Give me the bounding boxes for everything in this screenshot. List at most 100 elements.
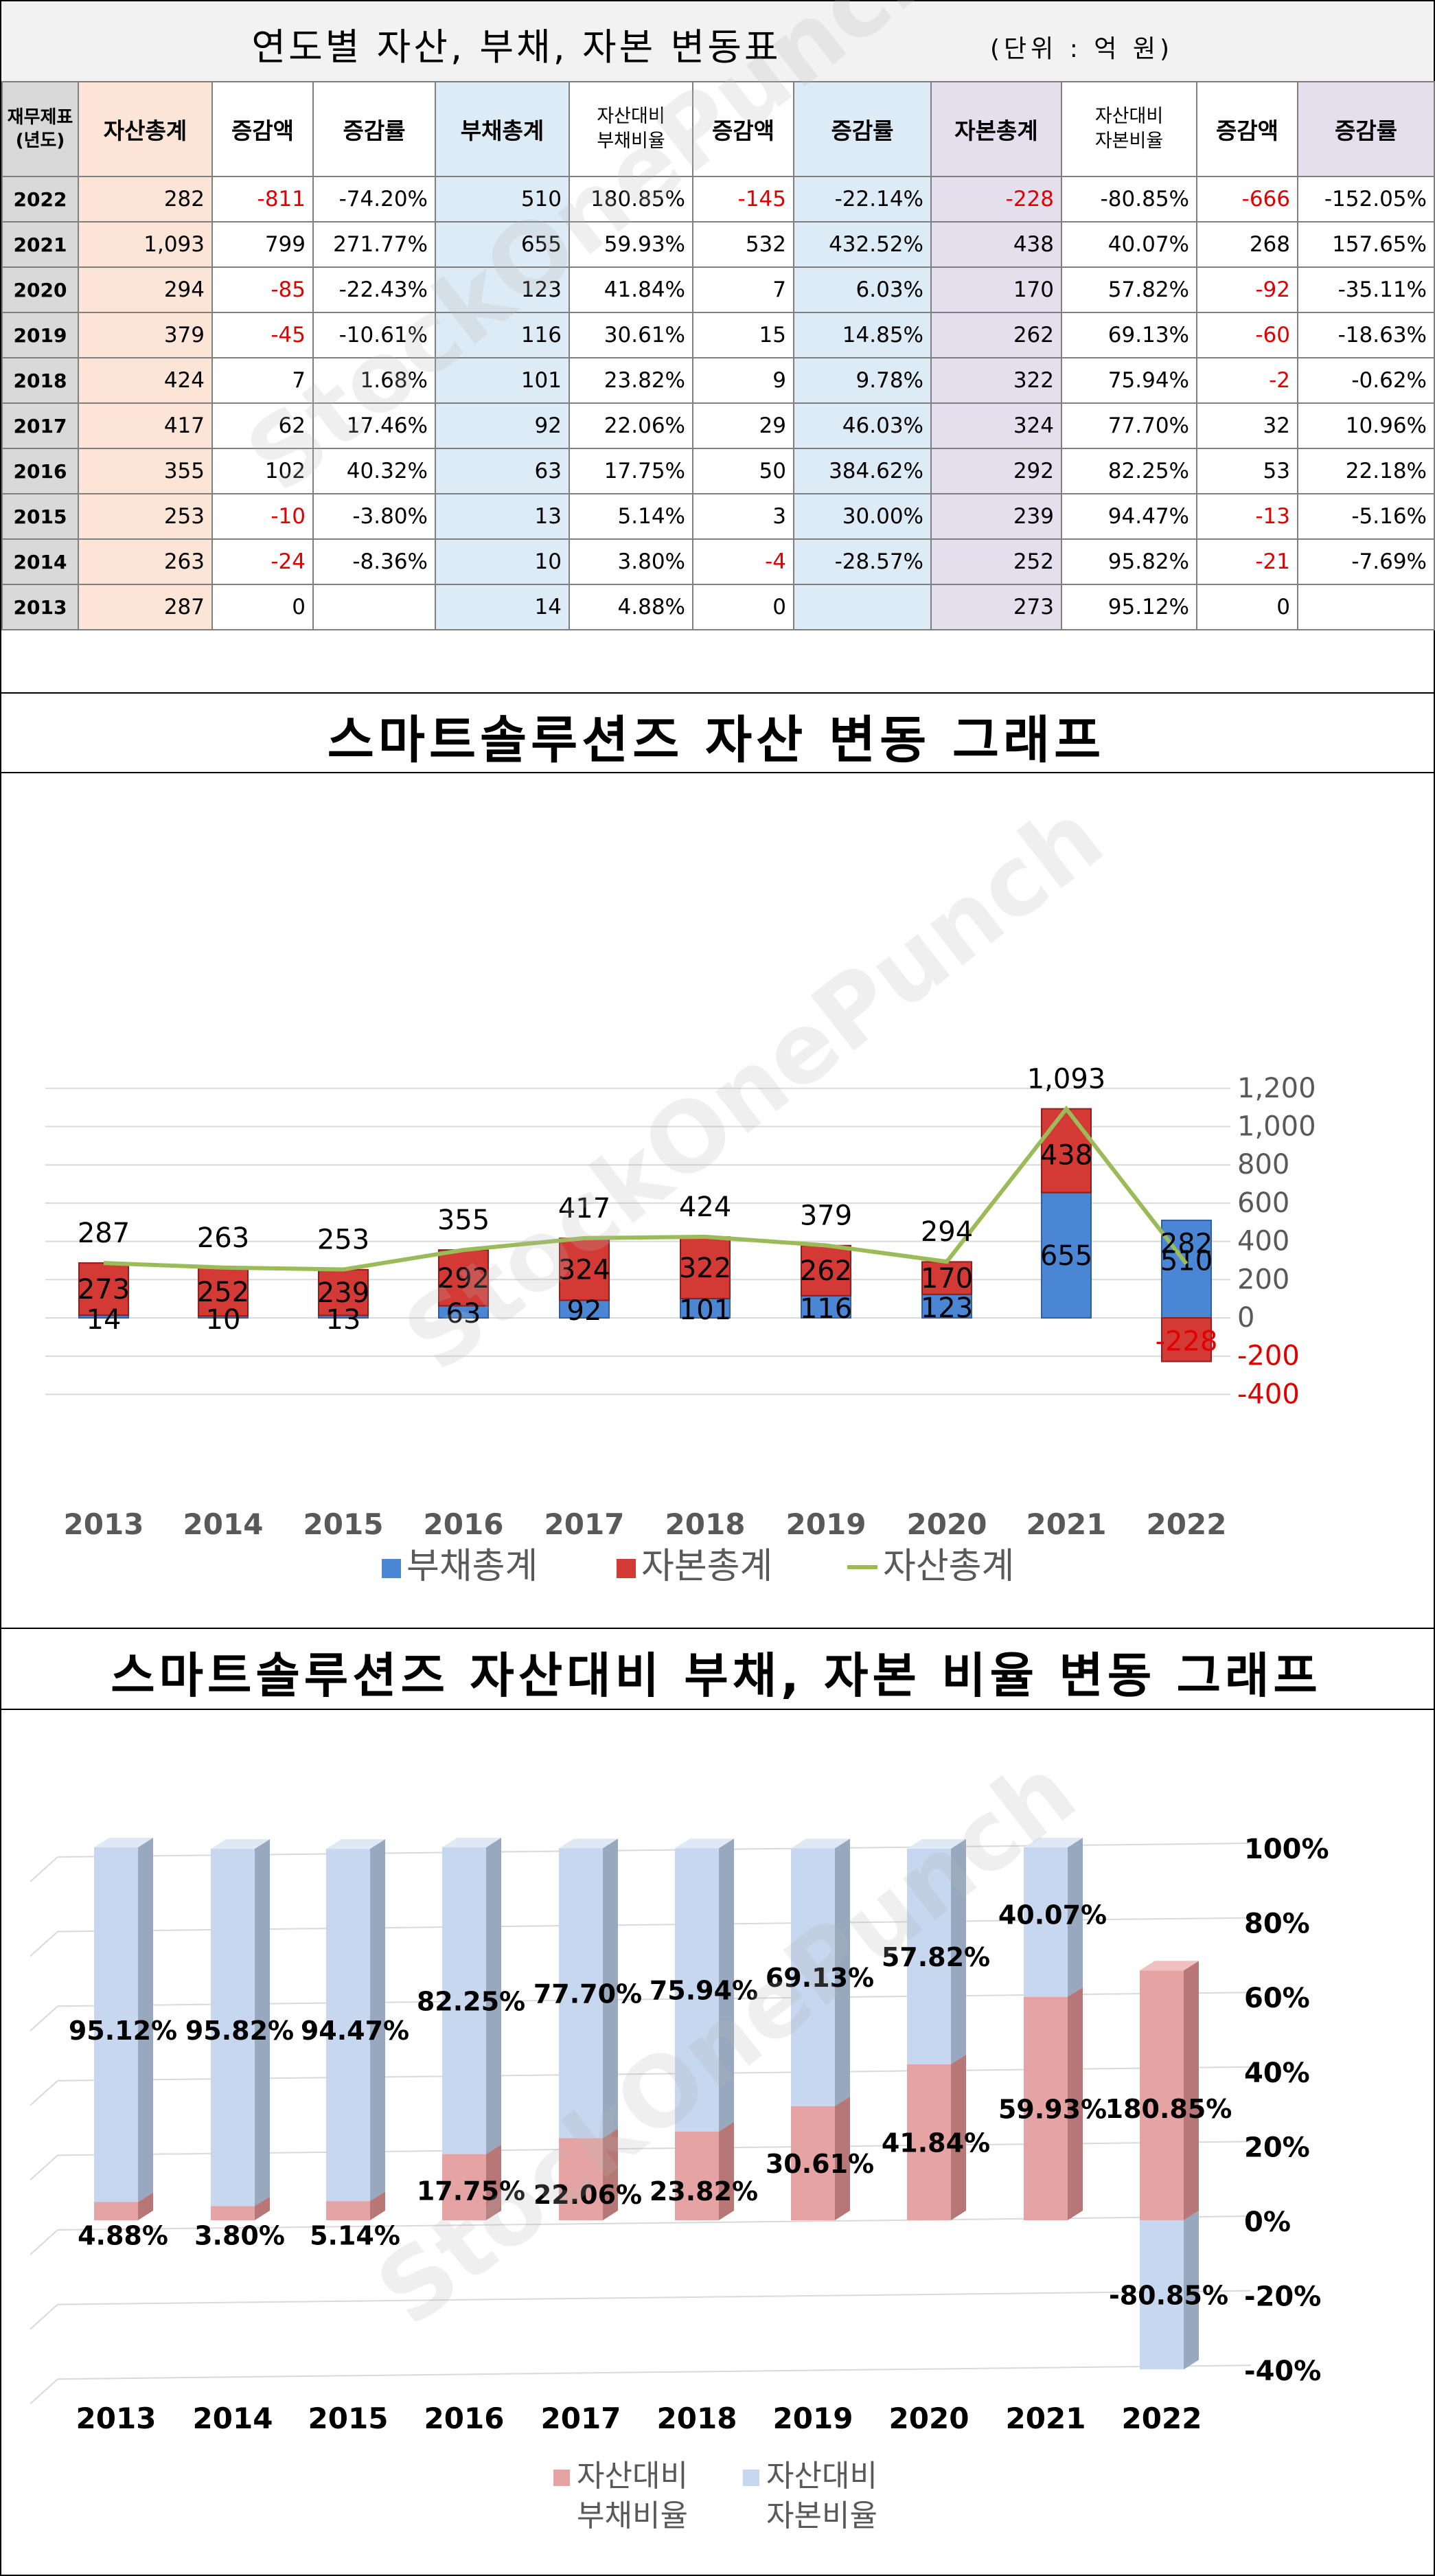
equity-ratio-bar-side [138,1838,153,2202]
table-cell: 273 [930,584,1062,630]
equity-ratio-bar-side [370,1839,385,2202]
x-tick-label: 2014 [183,1507,264,1541]
table-unit: (단위 : 억 원) [990,35,1174,63]
table-cell: 157.65% [1297,221,1435,268]
equity-value-label: 324 [558,1254,610,1286]
x-tick-label: 2019 [786,1507,866,1541]
table-cell: 510 [435,176,570,223]
table-cell: 268 [1196,221,1298,268]
total-value-label: 424 [679,1192,731,1223]
table-cell [793,584,932,630]
table-cell: -10.61% [312,312,436,358]
equity-ratio-bar-top [442,1838,501,1847]
equity-ratio-bar [211,1849,255,2207]
table-cell: 239 [930,493,1062,540]
year-cell: 2016 [1,448,79,494]
table-cell: 59.93% [569,221,693,268]
year-cell: 2021 [1,221,79,268]
legend-swatch-debt-ratio [553,2470,570,2486]
table-cell: 22.18% [1297,448,1435,494]
table-cell: 170 [930,266,1062,313]
table-cell: 799 [211,221,314,268]
equity-ratio-label: 95.12% [69,2016,177,2046]
table-cell: 69.13% [1061,312,1197,358]
equity-bar [680,1236,731,1299]
equity-ratio-label: 40.07% [998,1900,1107,1930]
table-cell: -10 [211,493,314,540]
table-cell: 384.62% [793,448,932,494]
y-tick-label: 400 [1237,1226,1289,1257]
debt-value-label: 14 [87,1304,122,1336]
table-cell: -18.63% [1297,312,1435,358]
table-cell: -92 [1196,266,1298,313]
debt-ratio-bar-top [1140,1961,1199,1971]
debt-ratio-bar-side [486,2144,501,2220]
legend-label-equity: 자본총계 [641,1546,772,1587]
debt-ratio-bar-side [951,2054,966,2220]
table-cell: 9.78% [793,357,932,404]
table-cell: -3.80% [312,493,436,540]
debt-ratio-bar [1024,1996,1068,2220]
chart1-title-border [1,772,1434,773]
table-cell: 7 [692,266,794,313]
table-cell: 4.88% [569,584,693,630]
y-tick-label: 20% [1244,2132,1310,2163]
table-cell: 292 [930,448,1062,494]
table-body: 2022 282 -811 -74.20% 510 180.85% -145 -22.14% -… [1,176,1435,630]
debt-ratio-bar-side [835,2096,850,2220]
table-cell: -5.16% [1297,493,1435,540]
table-cell: 10 [435,538,570,585]
legend-swatch-equity [617,1559,636,1578]
table-cell: 180.85% [569,176,693,223]
table-cell: 13 [435,493,570,540]
equity-ratio-label: 95.82% [185,2016,294,2046]
equity-ratio-label: 69.13% [766,1963,874,1993]
equity-bar [438,1249,489,1307]
table-cell: 63 [435,448,570,494]
debt-value-label: 63 [446,1298,481,1330]
column-header: 부채총계 [435,81,570,177]
y-tick-label: 0% [1244,2207,1291,2238]
equity-value-label: 239 [317,1277,369,1309]
y-tick-label: 1,200 [1237,1073,1316,1104]
equity-ratio-bar-side [1068,1838,1083,1997]
equity-value-label: 170 [921,1263,973,1295]
table-cell: 355 [78,448,213,494]
debt-ratio-bar-side [255,2196,270,2220]
table-row: 2013 287 0 14 4.88% 0 273 95.12% 0 [1,584,1435,630]
debt-ratio-label: 59.93% [998,2094,1107,2124]
year-cell: 2014 [1,538,79,585]
table-cell: 32 [1196,402,1298,449]
x-tick-label: 2018 [657,2402,737,2435]
year-cell: 2013 [1,584,79,630]
equity-ratio-bar-side [951,1838,966,2064]
ratio-chart: 100% 80% 60% 40% 20% 0% -20% -40% 95.12% 4.88% 95.… [30,1834,1329,2533]
table-cell: 123 [435,266,570,313]
table-cell: 438 [930,221,1062,268]
total-value-label: 263 [197,1222,249,1254]
equity-ratio-bar [1024,1847,1068,1997]
table-row: 2016 355 102 40.32% 63 17.75% 50 384.62% 292 82.2… [1,448,1435,494]
debt-value-label: 92 [567,1295,602,1327]
column-header: 자산총계 [78,81,213,177]
table-cell: 3 [692,493,794,540]
table-cell: -4 [692,538,794,585]
equity-ratio-label: 82.25% [417,1986,525,2016]
equity-ratio-bar [907,1848,951,2064]
table-cell: 0 [1196,584,1298,630]
table-cell: 417 [78,402,213,449]
gridline [30,2229,58,2255]
x-tick-label: 2016 [424,2402,505,2435]
y-tick-label: 800 [1237,1149,1289,1181]
x-tick-label: 2017 [544,1507,625,1541]
chart1-title: 스마트솔루션즈 자산 변동 그래프 [327,711,1105,770]
equity-ratio-bar [791,1848,835,2106]
y-tick-label: 0 [1237,1302,1254,1334]
debt-value-label: 116 [800,1293,852,1325]
table-cell: -80.85% [1061,176,1197,223]
year-cell: 2015 [1,493,79,540]
table-cell: 271.77% [312,221,436,268]
equity-ratio-bar [442,1847,486,2154]
table-cell: -45 [211,312,314,358]
